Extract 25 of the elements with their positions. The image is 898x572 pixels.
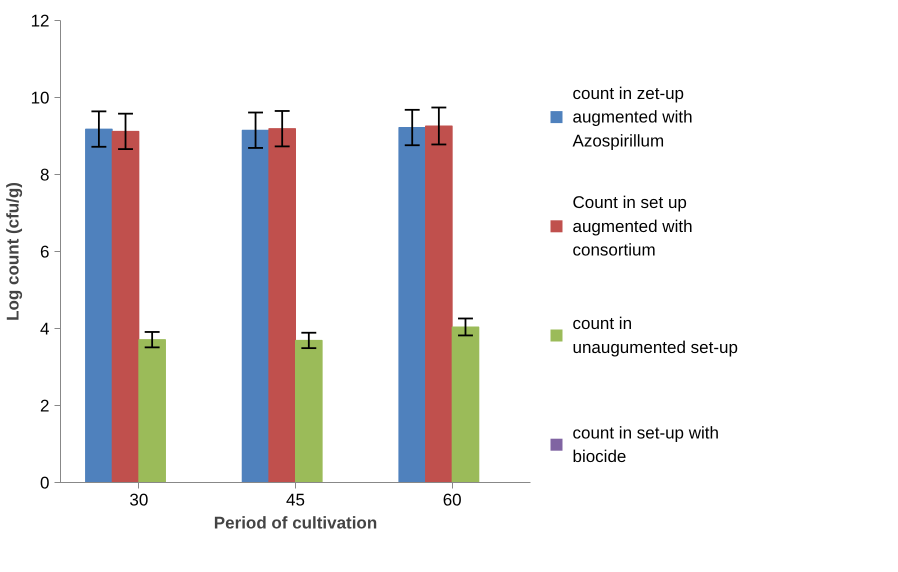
x-tick-label: 60 [442, 490, 462, 510]
bar [242, 130, 270, 482]
bar [85, 128, 113, 482]
bar [138, 339, 166, 482]
legend-label: count in zet-up augmented with Azospirillum [572, 84, 693, 150]
y-tick-label: 8 [40, 166, 50, 184]
y-tick-label: 0 [40, 474, 50, 492]
y-axis-title: Log count (cfu/g) [4, 182, 23, 321]
y-tick-label: 6 [40, 242, 50, 262]
legend-label: Count in set up augmented with consortium [572, 193, 693, 260]
bar [268, 128, 296, 482]
y-tick-label: 12 [30, 12, 50, 30]
legend-label: count in set-up with biocide [572, 423, 719, 466]
x-tick-label: 45 [286, 490, 305, 510]
bar [112, 130, 140, 482]
y-tick-label: 4 [40, 320, 50, 338]
bar [398, 127, 426, 482]
x-axis-title: Period of cultivation [214, 514, 378, 532]
bar [425, 125, 453, 482]
legend-label: count in unaugumented set-up [572, 314, 738, 357]
y-tick-label: 2 [40, 396, 50, 416]
bar [295, 340, 323, 482]
y-tick-label: 10 [30, 88, 50, 108]
bar [452, 326, 480, 482]
x-tick-label: 30 [129, 490, 148, 510]
